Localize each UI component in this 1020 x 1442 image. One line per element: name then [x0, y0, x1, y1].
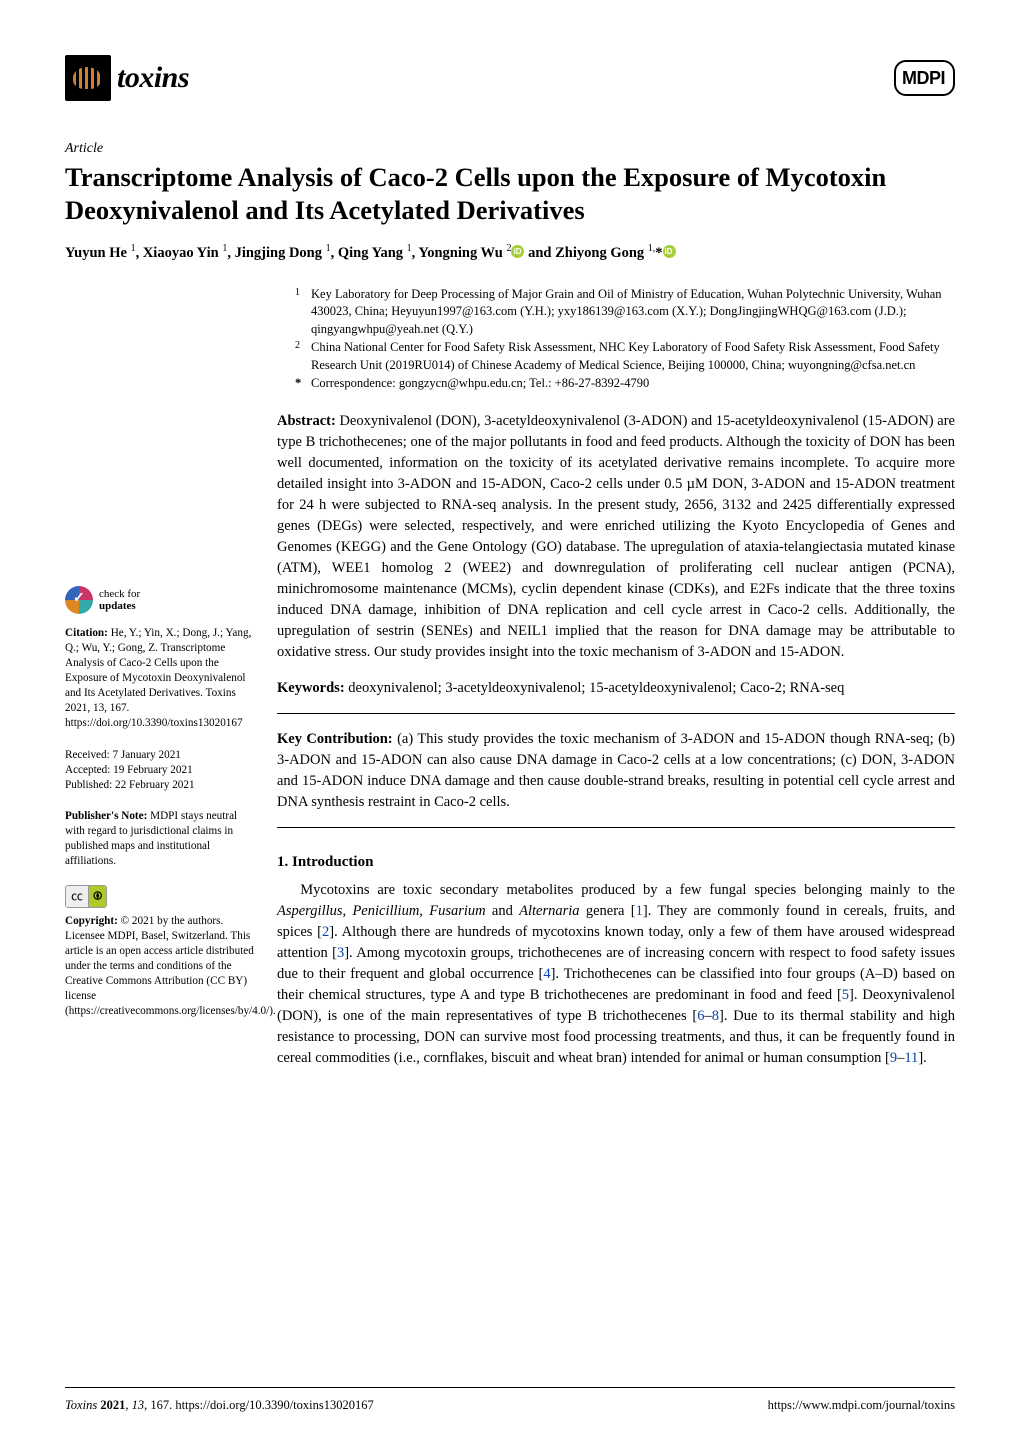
journal-logo-icon: [65, 55, 111, 101]
ref-link[interactable]: 5: [842, 987, 849, 1003]
sidebar: check for updates Citation: He, Y.; Yin,…: [65, 286, 255, 1069]
citation-text: He, Y.; Yin, X.; Dong, J.; Yang, Q.; Wu,…: [65, 627, 251, 730]
footer-left: Toxins 2021, 13, 167. https://doi.org/10…: [65, 1396, 374, 1414]
publisher-logo: MDPI: [894, 60, 955, 96]
ref-link[interactable]: 4: [543, 966, 550, 982]
citation-label: Citation:: [65, 627, 108, 639]
keywords-label: Keywords:: [277, 680, 345, 696]
journal-logo: toxins: [65, 55, 189, 101]
ref-link[interactable]: 8: [712, 1008, 719, 1024]
keywords-text: deoxynivalenol; 3-acetyldeoxynivalenol; …: [345, 680, 845, 696]
footer-right[interactable]: https://www.mdpi.com/journal/toxins: [768, 1396, 955, 1414]
dates-block: Received: 7 January 2021 Accepted: 19 Fe…: [65, 748, 255, 793]
cc-by-badge[interactable]: ㏄🅯: [65, 885, 107, 907]
check-updates-bot: updates: [99, 600, 136, 612]
affil-num: 2: [295, 339, 311, 374]
article-type: Article: [65, 139, 955, 159]
keywords: Keywords: deoxynivalenol; 3-acetyldeoxyn…: [277, 678, 955, 714]
intro-body: Mycotoxins are toxic secondary metabolit…: [277, 880, 955, 1069]
ref-link[interactable]: 6: [697, 1008, 704, 1024]
affil-text: Key Laboratory for Deep Processing of Ma…: [311, 286, 955, 339]
pubnote-label: Publisher's Note:: [65, 810, 147, 822]
ref-link[interactable]: 11: [904, 1050, 918, 1066]
keycontrib-label: Key Contribution:: [277, 731, 393, 747]
abstract-label: Abstract:: [277, 413, 336, 429]
citation-block: Citation: He, Y.; Yin, X.; Dong, J.; Yan…: [65, 626, 255, 732]
article-title: Transcriptome Analysis of Caco-2 Cells u…: [65, 161, 955, 226]
received-date: Received: 7 January 2021: [65, 748, 255, 763]
affiliation-row: 1 Key Laboratory for Deep Processing of …: [295, 286, 955, 339]
copyright-text: © 2021 by the authors. Licensee MDPI, Ba…: [65, 915, 276, 1018]
affil-text: China National Center for Food Safety Ri…: [311, 339, 955, 374]
by-icon: 🅯: [89, 886, 106, 906]
cc-icon: ㏄: [66, 886, 89, 906]
orcid-icon[interactable]: [511, 245, 524, 258]
mdpi-text: MDPI: [902, 65, 945, 91]
accepted-date: Accepted: 19 February 2021: [65, 763, 255, 778]
corr-star: *: [295, 375, 311, 393]
author: Yuyun He 1, Xiaoyao Yin 1, Jingjing Dong…: [65, 245, 511, 261]
check-updates-text: check for updates: [99, 588, 140, 612]
page-footer: Toxins 2021, 13, 167. https://doi.org/10…: [65, 1387, 955, 1414]
section-heading: 1. Introduction: [277, 852, 955, 874]
check-updates-top: check for: [99, 588, 140, 600]
header: toxins MDPI: [65, 55, 955, 101]
check-updates-badge[interactable]: check for updates: [65, 586, 255, 614]
copyright-label: Copyright:: [65, 915, 118, 927]
publishers-note-block: Publisher's Note: MDPI stays neutral wit…: [65, 809, 255, 869]
correspondence-row: * Correspondence: gongzycn@whpu.edu.cn; …: [295, 375, 955, 393]
affiliations: 1 Key Laboratory for Deep Processing of …: [277, 286, 955, 393]
authors-line: Yuyun He 1, Xiaoyao Yin 1, Jingjing Dong…: [65, 242, 955, 264]
ref-link[interactable]: 2: [322, 924, 329, 940]
abstract-text: Deoxynivalenol (DON), 3-acetyldeoxynival…: [277, 413, 955, 660]
affil-num: 1: [295, 286, 311, 339]
abstract: Abstract: Deoxynivalenol (DON), 3-acetyl…: [277, 411, 955, 663]
correspondence-text: Correspondence: gongzycn@whpu.edu.cn; Te…: [311, 375, 649, 393]
intro-paragraph: Mycotoxins are toxic secondary metabolit…: [277, 880, 955, 1069]
affiliation-row: 2 China National Center for Food Safety …: [295, 339, 955, 374]
ref-link[interactable]: 1: [636, 903, 643, 919]
orcid-icon[interactable]: [663, 245, 676, 258]
check-updates-icon: [65, 586, 93, 614]
author: and Zhiyong Gong 1,*: [528, 245, 662, 261]
key-contribution: Key Contribution: (a) This study provide…: [277, 729, 955, 828]
published-date: Published: 22 February 2021: [65, 778, 255, 793]
license-block: ㏄🅯 Copyright: © 2021 by the authors. Lic…: [65, 885, 255, 1019]
journal-name: toxins: [117, 56, 189, 100]
ref-link[interactable]: 3: [337, 945, 344, 961]
main-content: 1 Key Laboratory for Deep Processing of …: [277, 286, 955, 1069]
ref-link[interactable]: 9: [890, 1050, 897, 1066]
